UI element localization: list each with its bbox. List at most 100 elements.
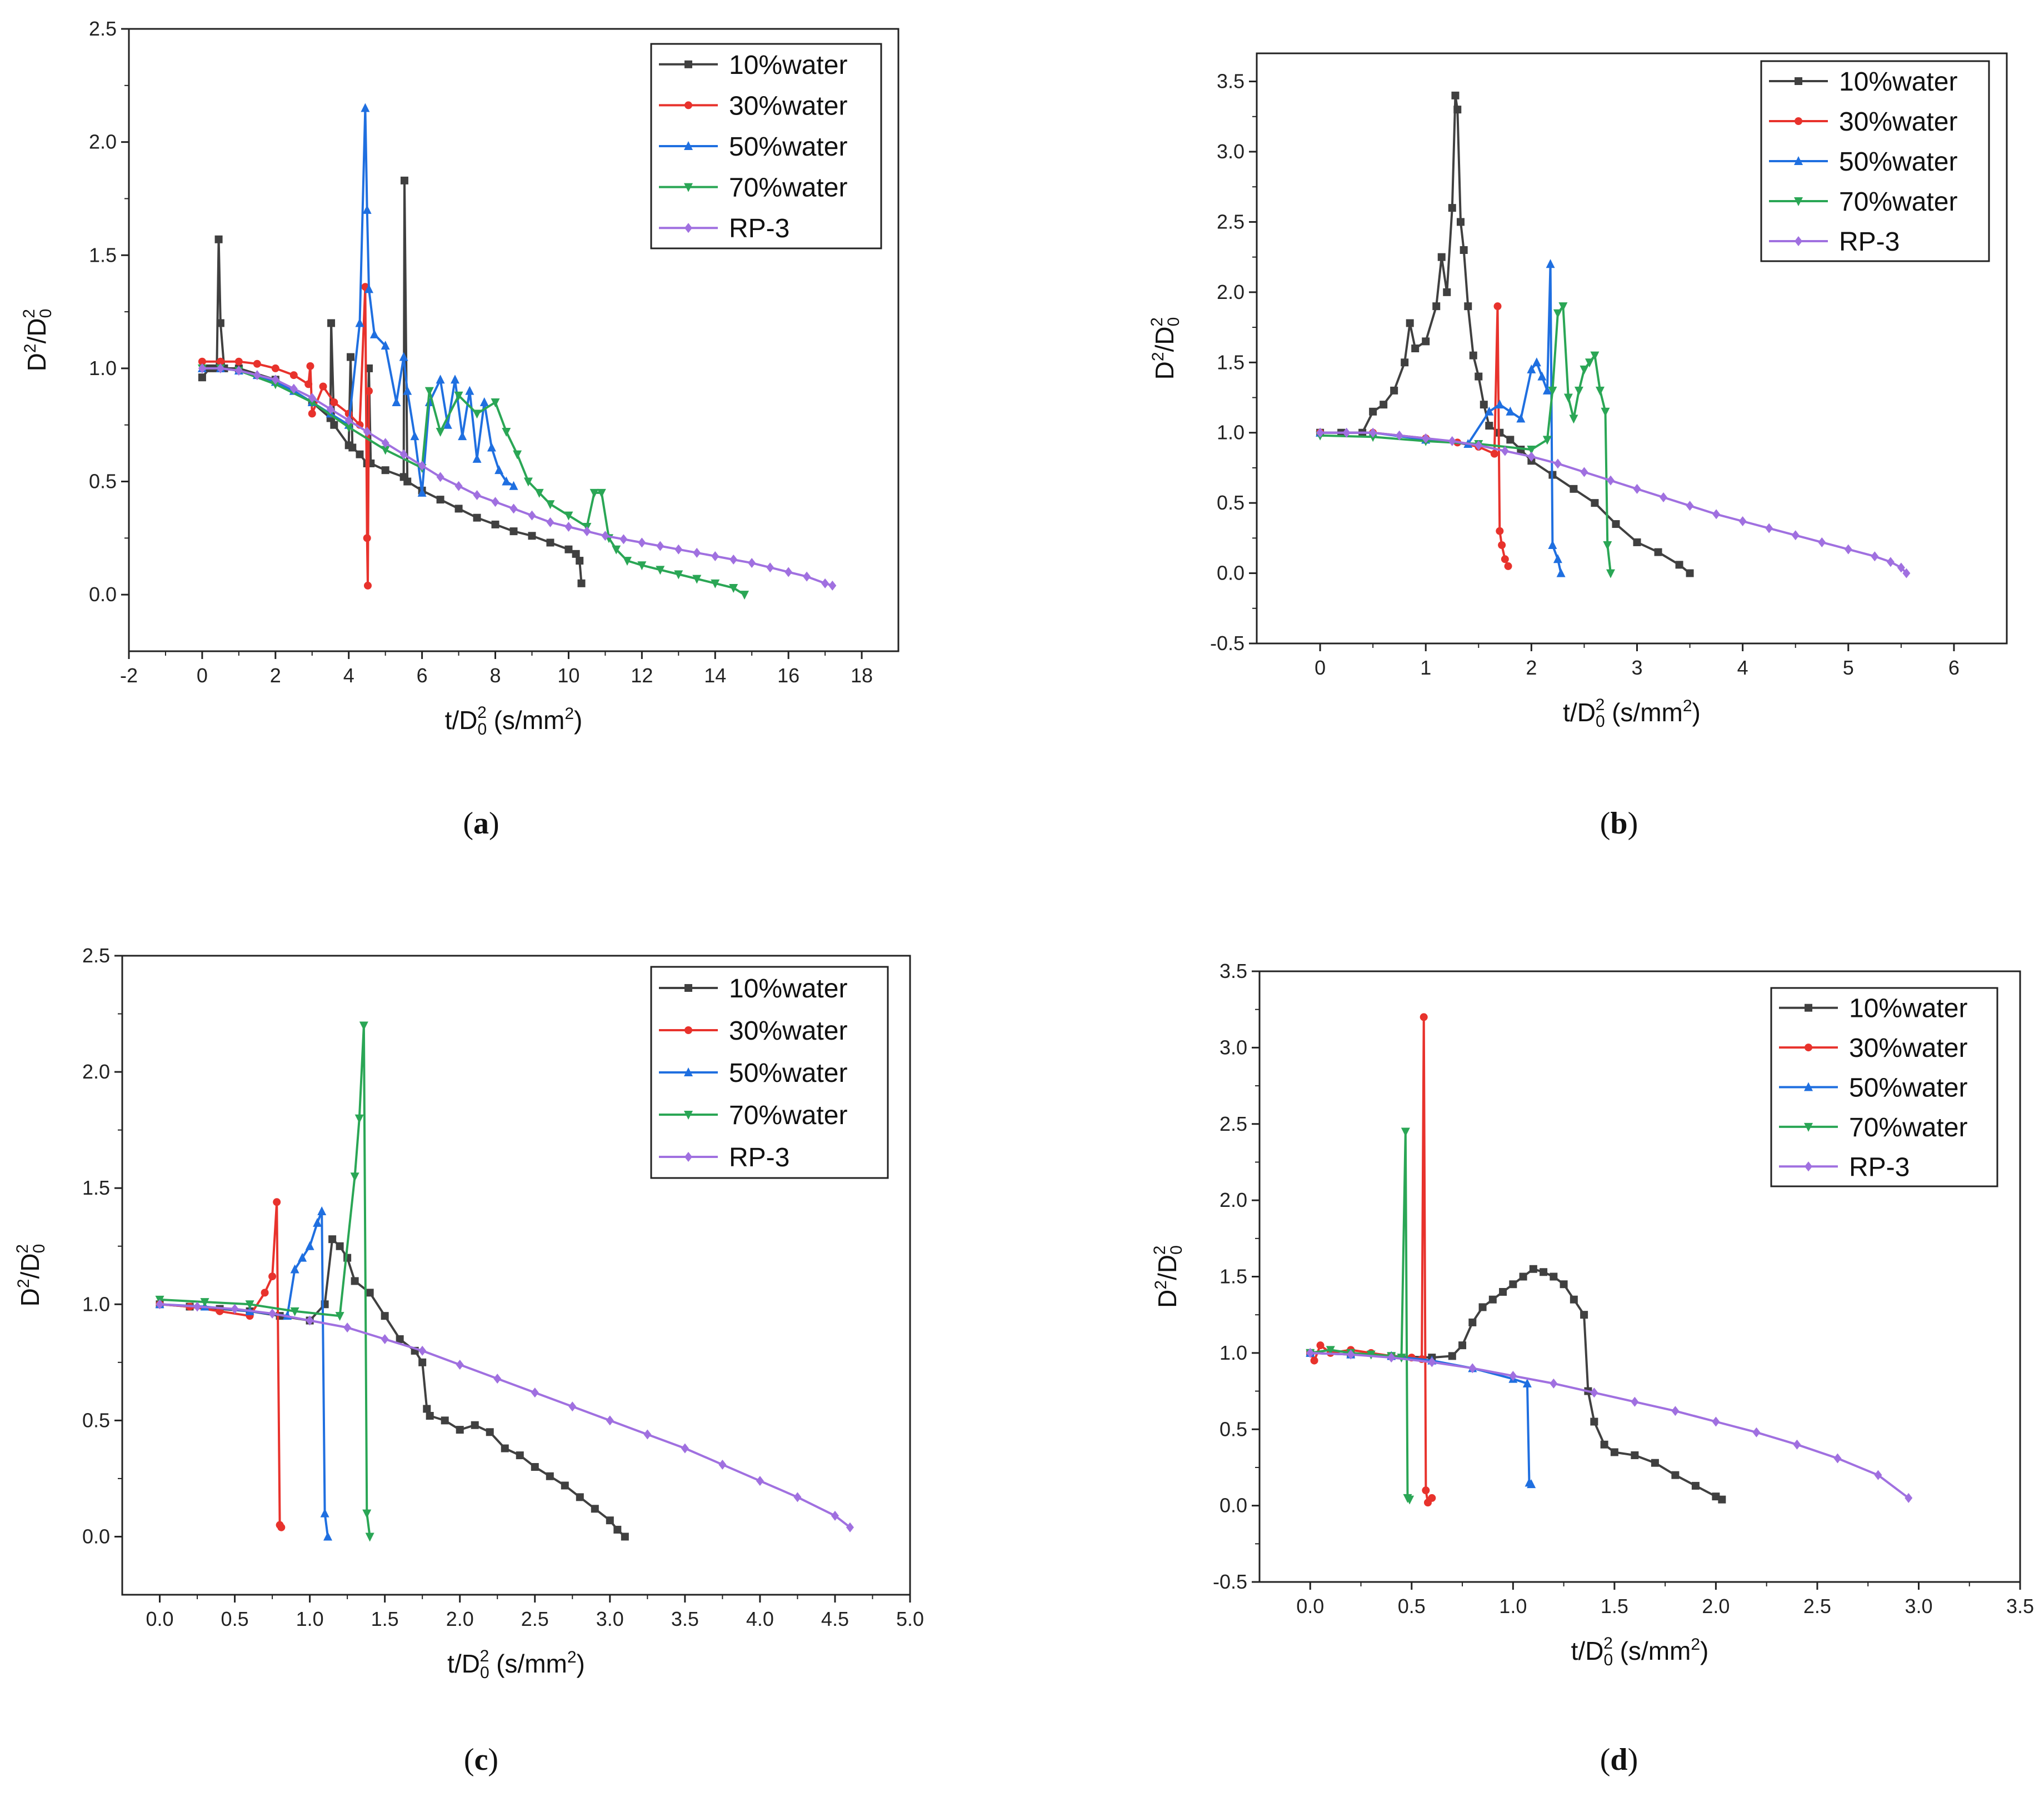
data-point — [1590, 1387, 1598, 1398]
data-point — [564, 511, 573, 521]
data-point — [564, 522, 573, 532]
y-tick-label: 0.0 — [1217, 562, 1245, 585]
y-tick-label: 2.0 — [1217, 281, 1245, 303]
data-point — [1671, 1406, 1680, 1416]
data-point — [1718, 1495, 1726, 1504]
data-point — [601, 531, 609, 541]
series-line — [159, 1303, 851, 1529]
legend-swatch-marker — [684, 1026, 692, 1034]
x-tick-label: 0 — [1315, 656, 1326, 679]
data-point — [344, 423, 353, 432]
x-tick-label: 3.0 — [596, 1608, 624, 1630]
panel-caption: (d) — [1600, 1743, 1638, 1777]
series-line — [1310, 1351, 1910, 1499]
data-point — [289, 383, 298, 394]
x-tick-label: 2 — [270, 664, 281, 687]
data-point — [366, 1289, 374, 1297]
data-point — [1902, 568, 1911, 578]
data-point — [472, 453, 482, 463]
data-point — [1485, 406, 1494, 416]
series-line — [1309, 1016, 1433, 1504]
data-point — [268, 1272, 277, 1281]
data-point — [1548, 540, 1557, 549]
data-point — [1527, 364, 1536, 373]
data-point — [1468, 1363, 1477, 1374]
data-point — [253, 370, 261, 381]
x-tick-label: 2.0 — [446, 1608, 474, 1630]
data-point — [1475, 440, 1483, 451]
data-point — [1496, 527, 1504, 535]
data-point — [363, 426, 371, 437]
data-point — [1631, 1451, 1639, 1459]
x-tick-label: 8 — [490, 664, 501, 687]
data-point — [729, 583, 738, 593]
legend-box — [650, 43, 882, 249]
data-point — [589, 488, 599, 498]
series-50-pct-water — [1316, 259, 1566, 577]
data-point — [1612, 520, 1620, 528]
data-point — [1844, 544, 1852, 555]
y-tick-label: 0.0 — [1220, 1494, 1247, 1517]
data-point — [1558, 302, 1568, 312]
data-point — [1570, 485, 1578, 493]
data-point — [381, 1334, 389, 1344]
y-tick-label: 2.0 — [1220, 1189, 1247, 1211]
data-point — [493, 1374, 502, 1384]
data-point — [1310, 1356, 1318, 1365]
data-point — [1485, 422, 1493, 430]
y-tick-label: 1.5 — [1220, 1265, 1247, 1288]
series-line — [1320, 431, 1907, 574]
data-point — [1422, 1486, 1430, 1495]
data-point — [1537, 371, 1547, 381]
data-point — [381, 446, 390, 455]
data-point — [456, 1360, 464, 1370]
x-axis-title: t/D02 (s/mm2) — [445, 703, 583, 738]
data-point — [1422, 337, 1430, 346]
data-point — [273, 1198, 281, 1206]
data-point — [793, 1492, 802, 1503]
x-axis-title: t/D02 (s/mm2) — [1563, 696, 1701, 731]
data-point — [400, 176, 408, 184]
series-30-pct-water — [1306, 1013, 1436, 1507]
data-point — [1574, 386, 1583, 396]
data-point — [674, 570, 683, 580]
data-point — [1390, 386, 1398, 395]
data-point — [1600, 1440, 1608, 1449]
data-point — [364, 284, 373, 293]
data-point — [396, 1335, 404, 1343]
data-point — [1738, 516, 1747, 527]
series-50-pct-water — [1306, 1347, 1536, 1489]
data-point — [418, 1345, 427, 1356]
data-point — [528, 532, 536, 540]
x-tick-label: 2 — [1526, 656, 1537, 679]
series-rp-3 — [198, 363, 837, 591]
data-point — [271, 380, 280, 390]
data-point — [674, 544, 683, 555]
data-point — [1686, 569, 1694, 577]
data-point — [381, 466, 389, 475]
data-point — [756, 1476, 764, 1486]
y-tick-label: 0.5 — [89, 470, 117, 493]
x-tick-label: 2.5 — [1803, 1595, 1831, 1618]
series-line — [159, 1024, 371, 1537]
data-point — [681, 1443, 689, 1454]
data-point — [418, 1358, 427, 1366]
data-point — [1326, 1346, 1335, 1355]
data-point — [1306, 1347, 1315, 1358]
legend: 10%water 30%water 50%water 70%water RP-3 — [1760, 60, 1990, 262]
x-tick-label: 6 — [417, 664, 428, 687]
data-point — [513, 450, 522, 460]
panel-caption: (c) — [464, 1743, 498, 1777]
data-point — [403, 386, 412, 395]
data-point — [436, 427, 445, 437]
data-point — [591, 1505, 599, 1513]
data-point — [1595, 386, 1605, 396]
data-point — [1432, 302, 1441, 311]
series-50-pct-water — [155, 1206, 333, 1541]
legend-entry-label: RP-3 — [729, 1143, 789, 1172]
y-tick-label: 2.5 — [89, 17, 117, 40]
data-point — [1550, 1378, 1558, 1389]
data-point — [1563, 393, 1573, 403]
data-point — [465, 386, 474, 395]
data-point — [831, 1510, 839, 1521]
